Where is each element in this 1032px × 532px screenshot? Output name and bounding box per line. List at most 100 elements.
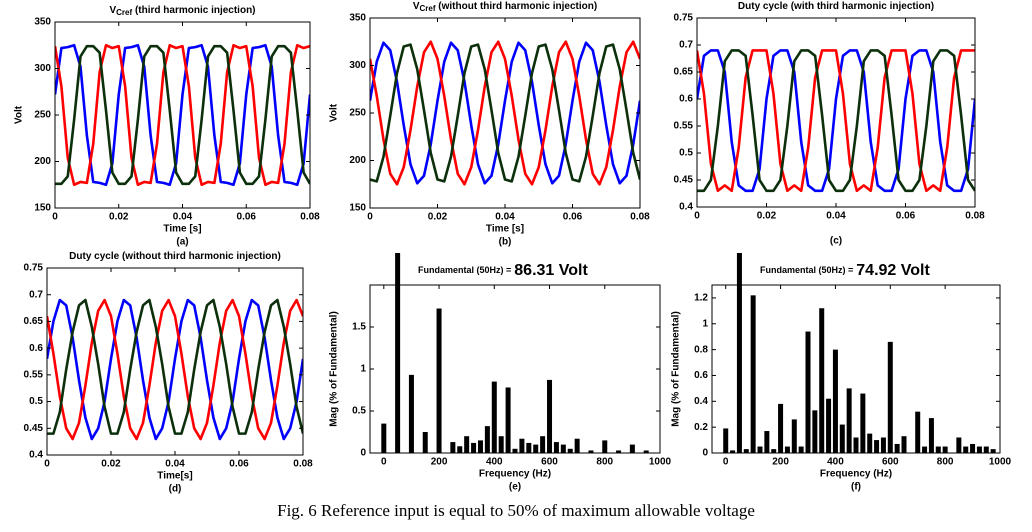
- bar: [983, 446, 989, 453]
- x-tick-label: 800: [596, 457, 613, 468]
- chart-title: VCref (third harmonic injection): [109, 5, 255, 17]
- y-tick-label: 0.2: [694, 422, 708, 433]
- x-tick-label: 1000: [989, 457, 1012, 468]
- caption: Fig. 6 Reference input is equal to 50% o…: [277, 501, 755, 520]
- y-tick-label: 200: [34, 156, 51, 167]
- bar: [976, 446, 982, 453]
- panel-label: (b): [499, 237, 512, 248]
- bar: [928, 418, 934, 453]
- x-tick-label: 0.02: [757, 211, 777, 222]
- annotation: Fundamental (50Hz) = 74.92 Volt: [760, 262, 930, 279]
- panel: 0 200 400 600 800 1000 0 0.5 1 1.5 Frequency (Hz) (…: [329, 253, 672, 493]
- bar: [846, 388, 852, 453]
- x-tick-label: 0.06: [896, 211, 916, 222]
- series-line: [370, 40, 640, 186]
- x-tick-label: 0.02: [101, 459, 121, 470]
- bar: [616, 450, 622, 453]
- bar: [990, 449, 996, 453]
- x-tick-label: 200: [772, 457, 789, 468]
- bar: [798, 446, 804, 453]
- x-tick-label: 0: [367, 212, 373, 223]
- x-tick-label: 0.08: [300, 212, 320, 223]
- bar: [574, 438, 580, 453]
- plot: [55, 43, 310, 187]
- series-line: [697, 49, 975, 193]
- bar: [963, 446, 969, 453]
- title-part: Duty cycle (with third harmonic injectio…: [738, 1, 934, 12]
- series-line: [697, 49, 975, 193]
- title-part: V: [413, 1, 420, 12]
- panel: 0 0.02 0.04 0.06 0.08 150 200 250 300 350 Time [s]…: [14, 5, 321, 248]
- y-tick-label: 0.7: [29, 289, 43, 300]
- plot: [381, 253, 649, 453]
- annotation-label: Fundamental (50Hz) =: [418, 265, 511, 275]
- y-tick-label: 1.5: [352, 322, 366, 333]
- bar: [778, 403, 784, 453]
- bar: [922, 446, 928, 453]
- y-tick-label: 0: [702, 448, 708, 459]
- bar: [874, 440, 880, 453]
- chart-title: Duty cycle (without third harmonic injec…: [69, 251, 281, 262]
- x-tick-label: 0.08: [965, 211, 985, 222]
- plot: [47, 298, 303, 441]
- y-tick-label: 250: [349, 108, 366, 119]
- bar: [512, 448, 518, 453]
- bar: [519, 438, 525, 453]
- y-tick-label: 300: [34, 63, 51, 74]
- x-tick-label: 0.04: [165, 459, 185, 470]
- y-tick-label: 1.2: [694, 293, 708, 304]
- panel: 0 200 400 600 800 1000 0 0.2 0.4 0.6 0.8 1 1.2 Freque…: [671, 253, 1012, 493]
- bar: [750, 295, 756, 453]
- bar: [723, 428, 729, 453]
- chart-title: VCref (without third harmonic injection): [413, 1, 597, 13]
- x-tick-label: 0: [381, 457, 387, 468]
- bar: [887, 341, 893, 453]
- bar: [395, 253, 401, 453]
- series-line: [370, 41, 640, 185]
- title-part: Duty cycle (without third harmonic injec…: [69, 251, 281, 262]
- bar: [853, 437, 859, 453]
- bar: [867, 433, 873, 453]
- bar: [832, 349, 838, 453]
- chart-title: Duty cycle (with third harmonic injectio…: [738, 1, 934, 12]
- bar: [498, 436, 504, 453]
- y-tick-label: 0.75: [24, 263, 44, 274]
- x-tick-label: 800: [937, 457, 954, 468]
- y-tick-label: 0.55: [24, 369, 44, 380]
- title-part: (third harmonic injection): [132, 5, 255, 16]
- series-line: [55, 44, 310, 186]
- y-tick-label: 0.6: [694, 370, 708, 381]
- y-tick-label: 200: [349, 155, 366, 166]
- y-tick-label: 300: [349, 60, 366, 71]
- series-line: [47, 298, 303, 441]
- bar: [484, 426, 490, 453]
- bar: [505, 387, 511, 453]
- y-tick-label: 0.45: [24, 423, 44, 434]
- bar: [381, 423, 387, 453]
- annotation-value: 74.92 Volt: [856, 262, 930, 279]
- y-axis-label: Mag (% of Fundamental): [329, 311, 340, 427]
- bar: [791, 419, 797, 453]
- y-tick-label: 350: [349, 13, 366, 24]
- bar: [764, 431, 770, 453]
- y-tick-label: 250: [34, 110, 51, 121]
- panel: 0 0.02 0.04 0.06 0.08 150 200 250 300 350 Time [s]…: [329, 1, 651, 248]
- plot: [697, 49, 975, 193]
- y-tick-label: 0.5: [29, 396, 43, 407]
- bar: [450, 442, 456, 453]
- bar: [408, 374, 414, 453]
- bar: [784, 446, 790, 453]
- bar: [880, 437, 886, 453]
- x-tick-label: 0.04: [495, 212, 515, 223]
- x-tick-label: 0.04: [173, 212, 193, 223]
- x-axis-label: Frequency (Hz): [820, 469, 892, 480]
- y-tick-label: 150: [34, 203, 51, 214]
- y-tick-label: 0.65: [24, 316, 44, 327]
- y-tick-label: 0.4: [29, 450, 43, 461]
- bar: [553, 442, 559, 453]
- annotation-label: Fundamental (50Hz) =: [760, 265, 853, 275]
- x-tick-label: 0.04: [826, 211, 846, 222]
- axes-frame: [711, 284, 1001, 454]
- x-tick-label: 0: [694, 211, 700, 222]
